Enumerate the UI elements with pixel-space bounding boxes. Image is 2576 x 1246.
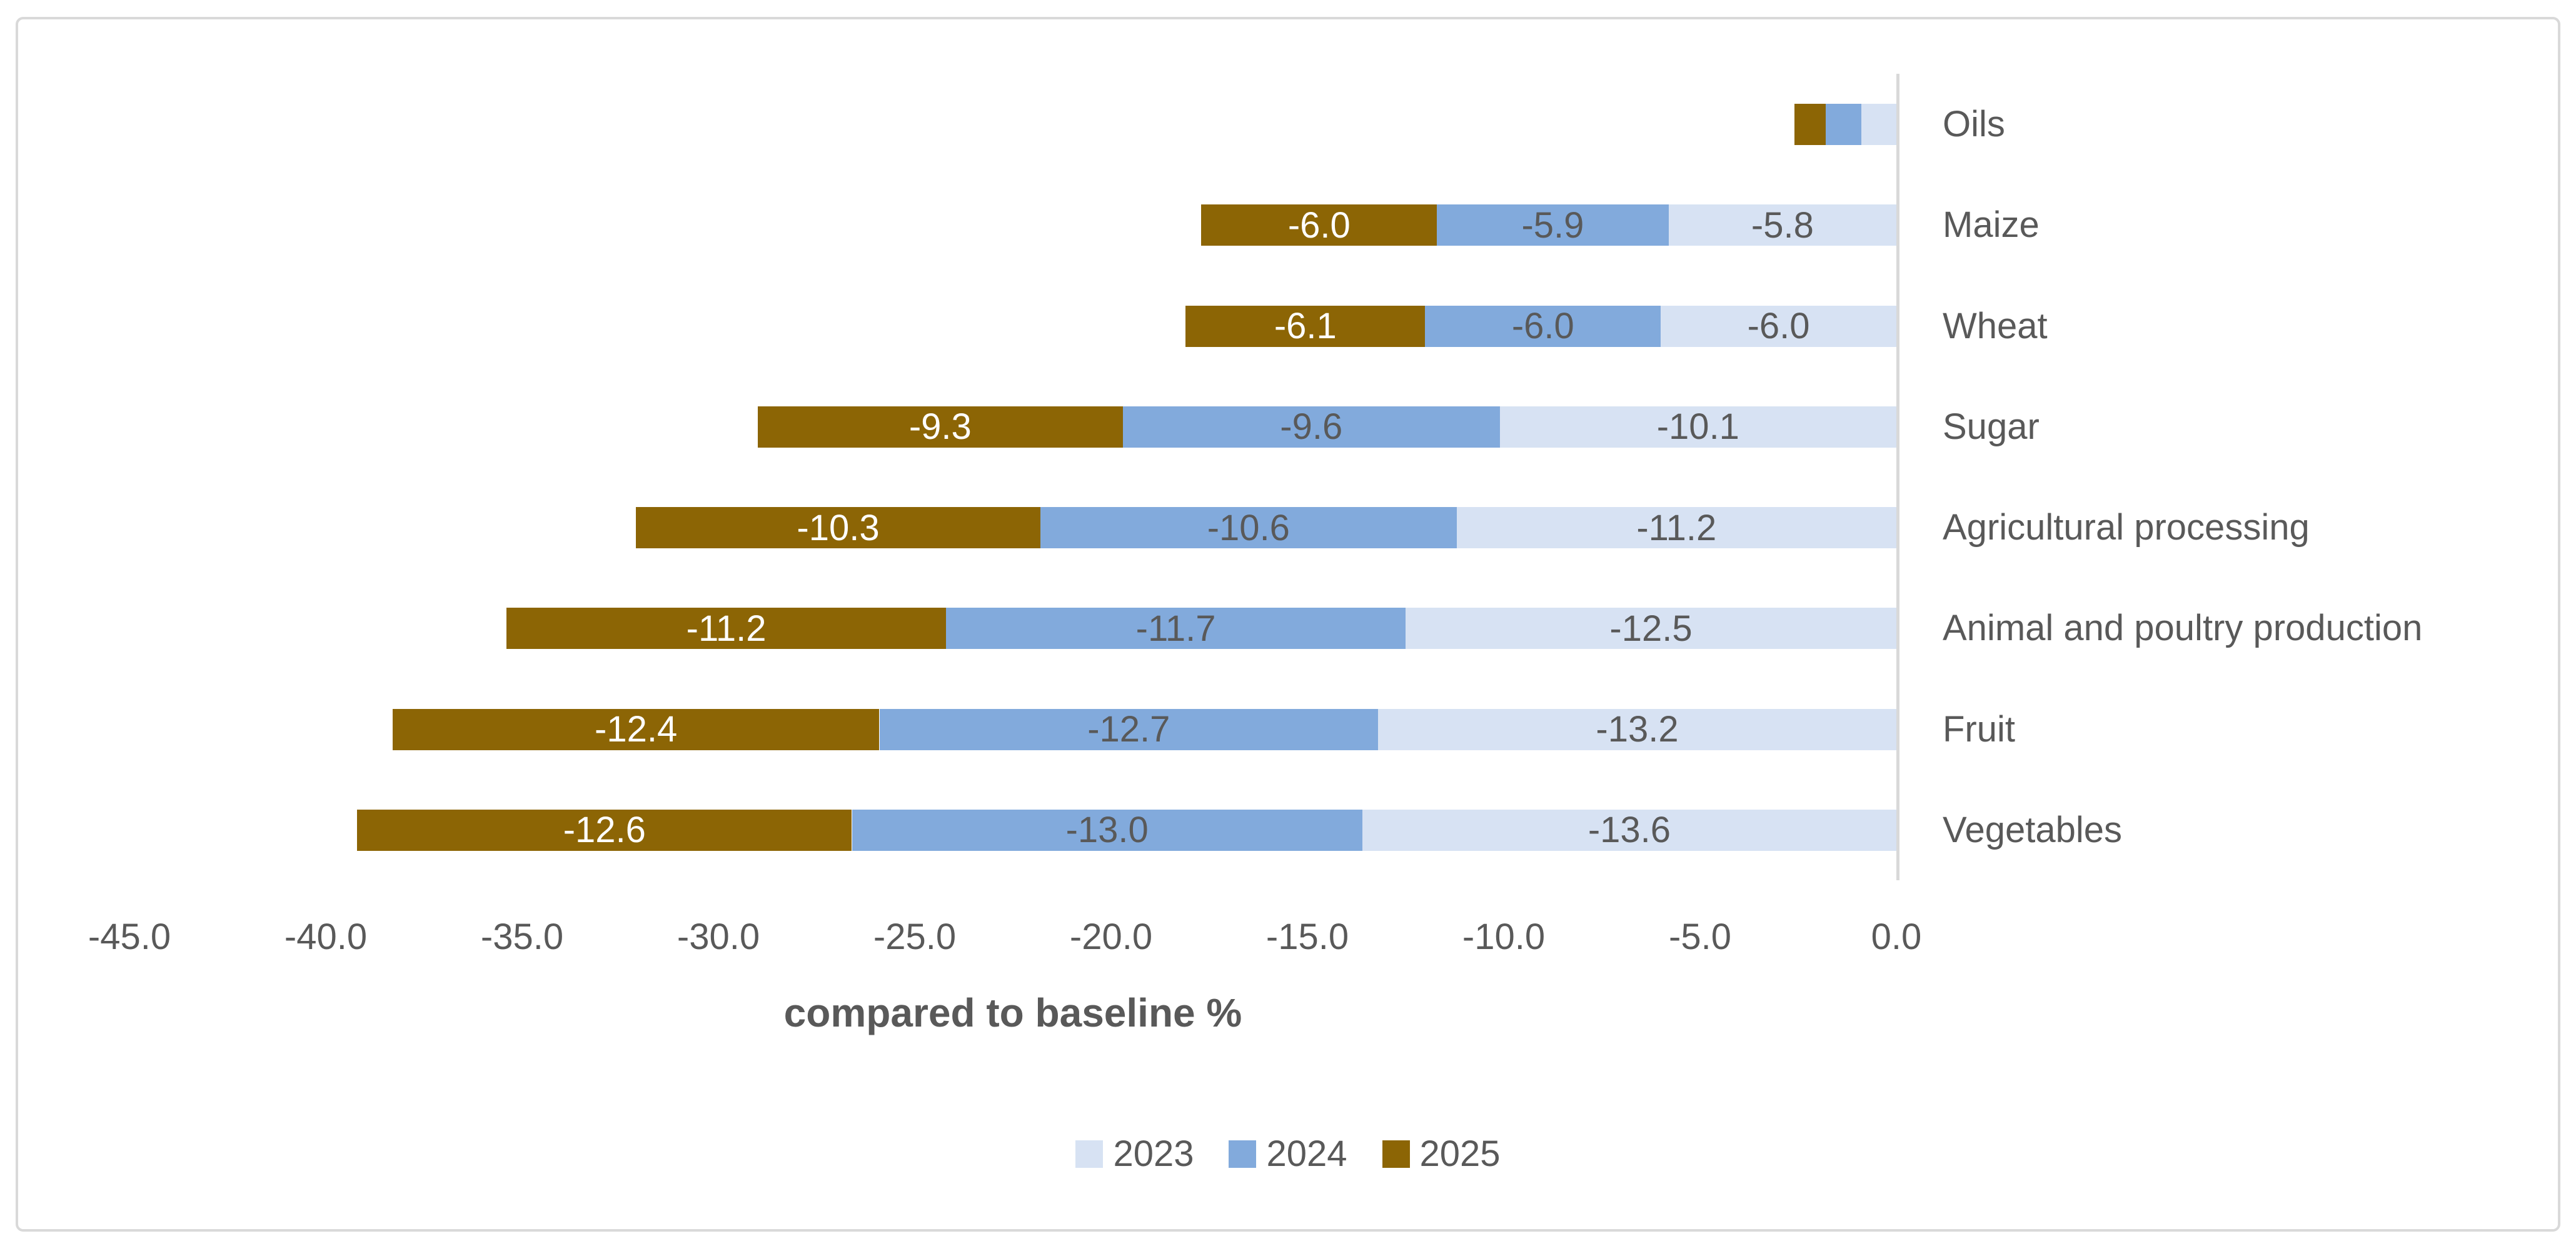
bar-value-label: -10.1 bbox=[1656, 406, 1739, 448]
legend-label: 2023 bbox=[1113, 1133, 1194, 1174]
bar-segment-2025: -6.1 bbox=[1185, 305, 1426, 347]
bar-value-label: -13.2 bbox=[1596, 709, 1679, 750]
x-tick-label: -10.0 bbox=[1462, 917, 1546, 957]
bar-segment-2024: -13.0 bbox=[852, 809, 1362, 851]
x-tick-label: -20.0 bbox=[1069, 917, 1153, 957]
bar-segment-2023: -5.8 bbox=[1668, 204, 1896, 246]
bar-value-label: -12.4 bbox=[595, 709, 678, 750]
bar-value-label: -9.6 bbox=[1280, 406, 1343, 448]
bar-value-label: -12.6 bbox=[563, 810, 646, 851]
x-tick-label: -25.0 bbox=[873, 917, 957, 957]
bar-segment-2023: -10.1 bbox=[1499, 406, 1896, 448]
category-label: Oils bbox=[1943, 104, 2005, 144]
category-label: Animal and poultry production bbox=[1943, 608, 2423, 649]
x-axis-title: compared to baseline % bbox=[783, 990, 1242, 1035]
category-label: Wheat bbox=[1943, 305, 2048, 346]
bar-value-label: -12.7 bbox=[1087, 709, 1170, 750]
bar-segment-2024 bbox=[1826, 104, 1861, 145]
bar-value-label: -10.6 bbox=[1207, 507, 1290, 548]
bar-value-label: -6.0 bbox=[1747, 306, 1810, 346]
bar-value-label: -10.3 bbox=[797, 507, 880, 548]
category-label: Maize bbox=[1943, 204, 2040, 246]
bar-value-label: -13.6 bbox=[1587, 810, 1671, 851]
bar-segment-2025: -9.3 bbox=[757, 406, 1123, 448]
bar-segment-2025: -12.4 bbox=[392, 708, 880, 750]
legend: 2023 2024 2025 bbox=[0, 1133, 2576, 1175]
bar-segment-2025: -12.6 bbox=[357, 809, 852, 851]
x-tick-label: -15.0 bbox=[1265, 917, 1349, 957]
bar-segment-2023: -13.6 bbox=[1362, 809, 1896, 851]
bar-value-label: -6.0 bbox=[1287, 204, 1351, 246]
legend-swatch bbox=[1382, 1140, 1410, 1168]
legend-swatch bbox=[1229, 1140, 1257, 1168]
bar-segment-2024: -6.0 bbox=[1425, 305, 1661, 347]
bar-segment-2025: -10.3 bbox=[636, 507, 1040, 548]
bar-value-label: -5.9 bbox=[1521, 204, 1584, 246]
x-tick-label: -30.0 bbox=[677, 917, 760, 957]
bar-segment-2023 bbox=[1861, 104, 1896, 145]
bar-value-label: -13.0 bbox=[1065, 810, 1149, 851]
legend-label: 2024 bbox=[1266, 1133, 1347, 1174]
x-tick-label: -40.0 bbox=[284, 917, 368, 957]
bar-value-label: -11.2 bbox=[686, 608, 767, 649]
legend-label: 2025 bbox=[1419, 1133, 1501, 1174]
category-label: Agricultural processing bbox=[1943, 507, 2310, 548]
bar-segment-2025 bbox=[1794, 104, 1826, 145]
bar-segment-2024: -10.6 bbox=[1040, 507, 1457, 548]
bar-segment-2025: -11.2 bbox=[506, 608, 947, 650]
bar-value-label: -6.1 bbox=[1274, 306, 1337, 346]
bar-segment-2023: -13.2 bbox=[1378, 708, 1896, 750]
legend-item-2023: 2023 bbox=[1075, 1133, 1194, 1175]
x-tick-label: -5.0 bbox=[1669, 917, 1731, 957]
bar-value-label: -9.3 bbox=[908, 406, 972, 448]
bar-segment-2024: -12.7 bbox=[879, 708, 1379, 750]
bar-value-label: -5.8 bbox=[1751, 204, 1814, 246]
x-tick-label: -35.0 bbox=[480, 917, 564, 957]
bar-segment-2024: -11.7 bbox=[946, 608, 1406, 650]
bar-segment-2025: -6.0 bbox=[1201, 204, 1437, 246]
legend-swatch bbox=[1075, 1140, 1104, 1168]
bar-segment-2023: -6.0 bbox=[1661, 305, 1896, 347]
bar-segment-2024: -9.6 bbox=[1122, 406, 1500, 448]
bar-segment-2024: -5.9 bbox=[1437, 204, 1669, 246]
bar-value-label: -6.0 bbox=[1511, 306, 1574, 346]
category-label: Sugar bbox=[1943, 406, 2040, 447]
x-tick-label: 0.0 bbox=[1871, 917, 1922, 957]
bar-value-label: -11.2 bbox=[1636, 507, 1717, 548]
bar-segment-2023: -12.5 bbox=[1406, 608, 1896, 650]
category-label: Vegetables bbox=[1943, 809, 2123, 850]
x-tick-label: -45.0 bbox=[88, 917, 171, 957]
category-label: Fruit bbox=[1943, 708, 2015, 750]
bar-value-label: -12.5 bbox=[1609, 608, 1693, 649]
bar-value-label: -11.7 bbox=[1135, 608, 1216, 649]
y-axis-line bbox=[1896, 74, 1899, 880]
legend-item-2025: 2025 bbox=[1382, 1133, 1501, 1175]
bar-segment-2023: -11.2 bbox=[1456, 507, 1896, 548]
legend-item-2024: 2024 bbox=[1229, 1133, 1347, 1175]
